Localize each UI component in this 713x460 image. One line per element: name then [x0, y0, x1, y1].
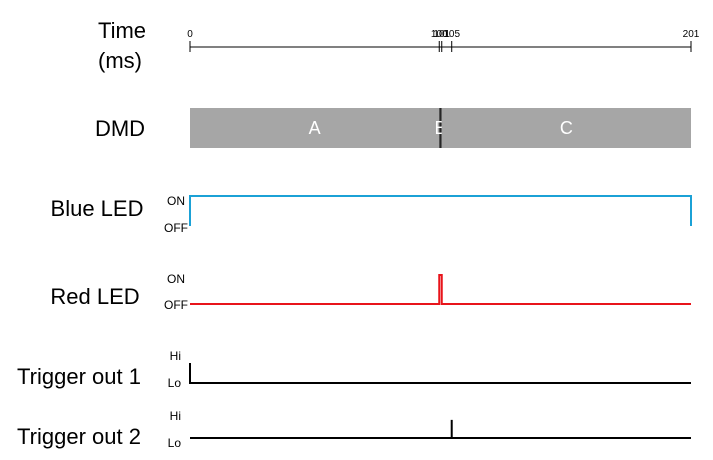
dmd-segment-c	[441, 108, 691, 148]
trigger-out-1-row: Trigger out 1 Hi Lo	[17, 349, 691, 390]
blue-led-row-label: Blue LED	[51, 196, 144, 221]
trigger-out-1-hi-label: Hi	[170, 349, 181, 363]
dmd-segment-a-label: A	[309, 118, 321, 138]
trigger-out-1-lo-label: Lo	[168, 376, 182, 390]
trigger-out-2-row: Trigger out 2 Hi Lo	[17, 409, 691, 450]
red-led-off-label: OFF	[164, 298, 188, 312]
red-led-row-label: Red LED	[50, 284, 139, 309]
time-axis-title: Time	[98, 18, 146, 43]
time-tick-label: 101	[433, 29, 450, 40]
dmd-row-label: DMD	[95, 116, 145, 141]
time-tick-label: 201	[683, 29, 700, 40]
time-axis-unit: (ms)	[98, 48, 142, 73]
trigger-out-2-lo-label: Lo	[168, 436, 182, 450]
trigger-out-2-row-label: Trigger out 2	[17, 424, 141, 449]
time-tick-label: 105	[443, 29, 460, 40]
trigger-out-1-waveform	[189, 363, 691, 384]
red-led-row: Red LED ON OFF	[50, 272, 691, 312]
dmd-segment-a	[190, 108, 440, 148]
dmd-segment-b	[439, 108, 442, 148]
blue-led-on-label: ON	[167, 194, 185, 208]
blue-led-waveform	[189, 195, 692, 226]
time-tick-label: 0	[187, 29, 193, 40]
time-tick-label: 100	[431, 29, 448, 40]
red-led-on-label: ON	[167, 272, 185, 286]
red-led-waveform	[190, 274, 691, 305]
blue-led-off-label: OFF	[164, 221, 188, 235]
trigger-out-2-hi-label: Hi	[170, 409, 181, 423]
trigger-out-2-waveform	[190, 419, 691, 439]
dmd-segment-c-label: C	[560, 118, 573, 138]
trigger-out-1-row-label: Trigger out 1	[17, 364, 141, 389]
blue-led-row: Blue LED ON OFF	[51, 194, 692, 235]
